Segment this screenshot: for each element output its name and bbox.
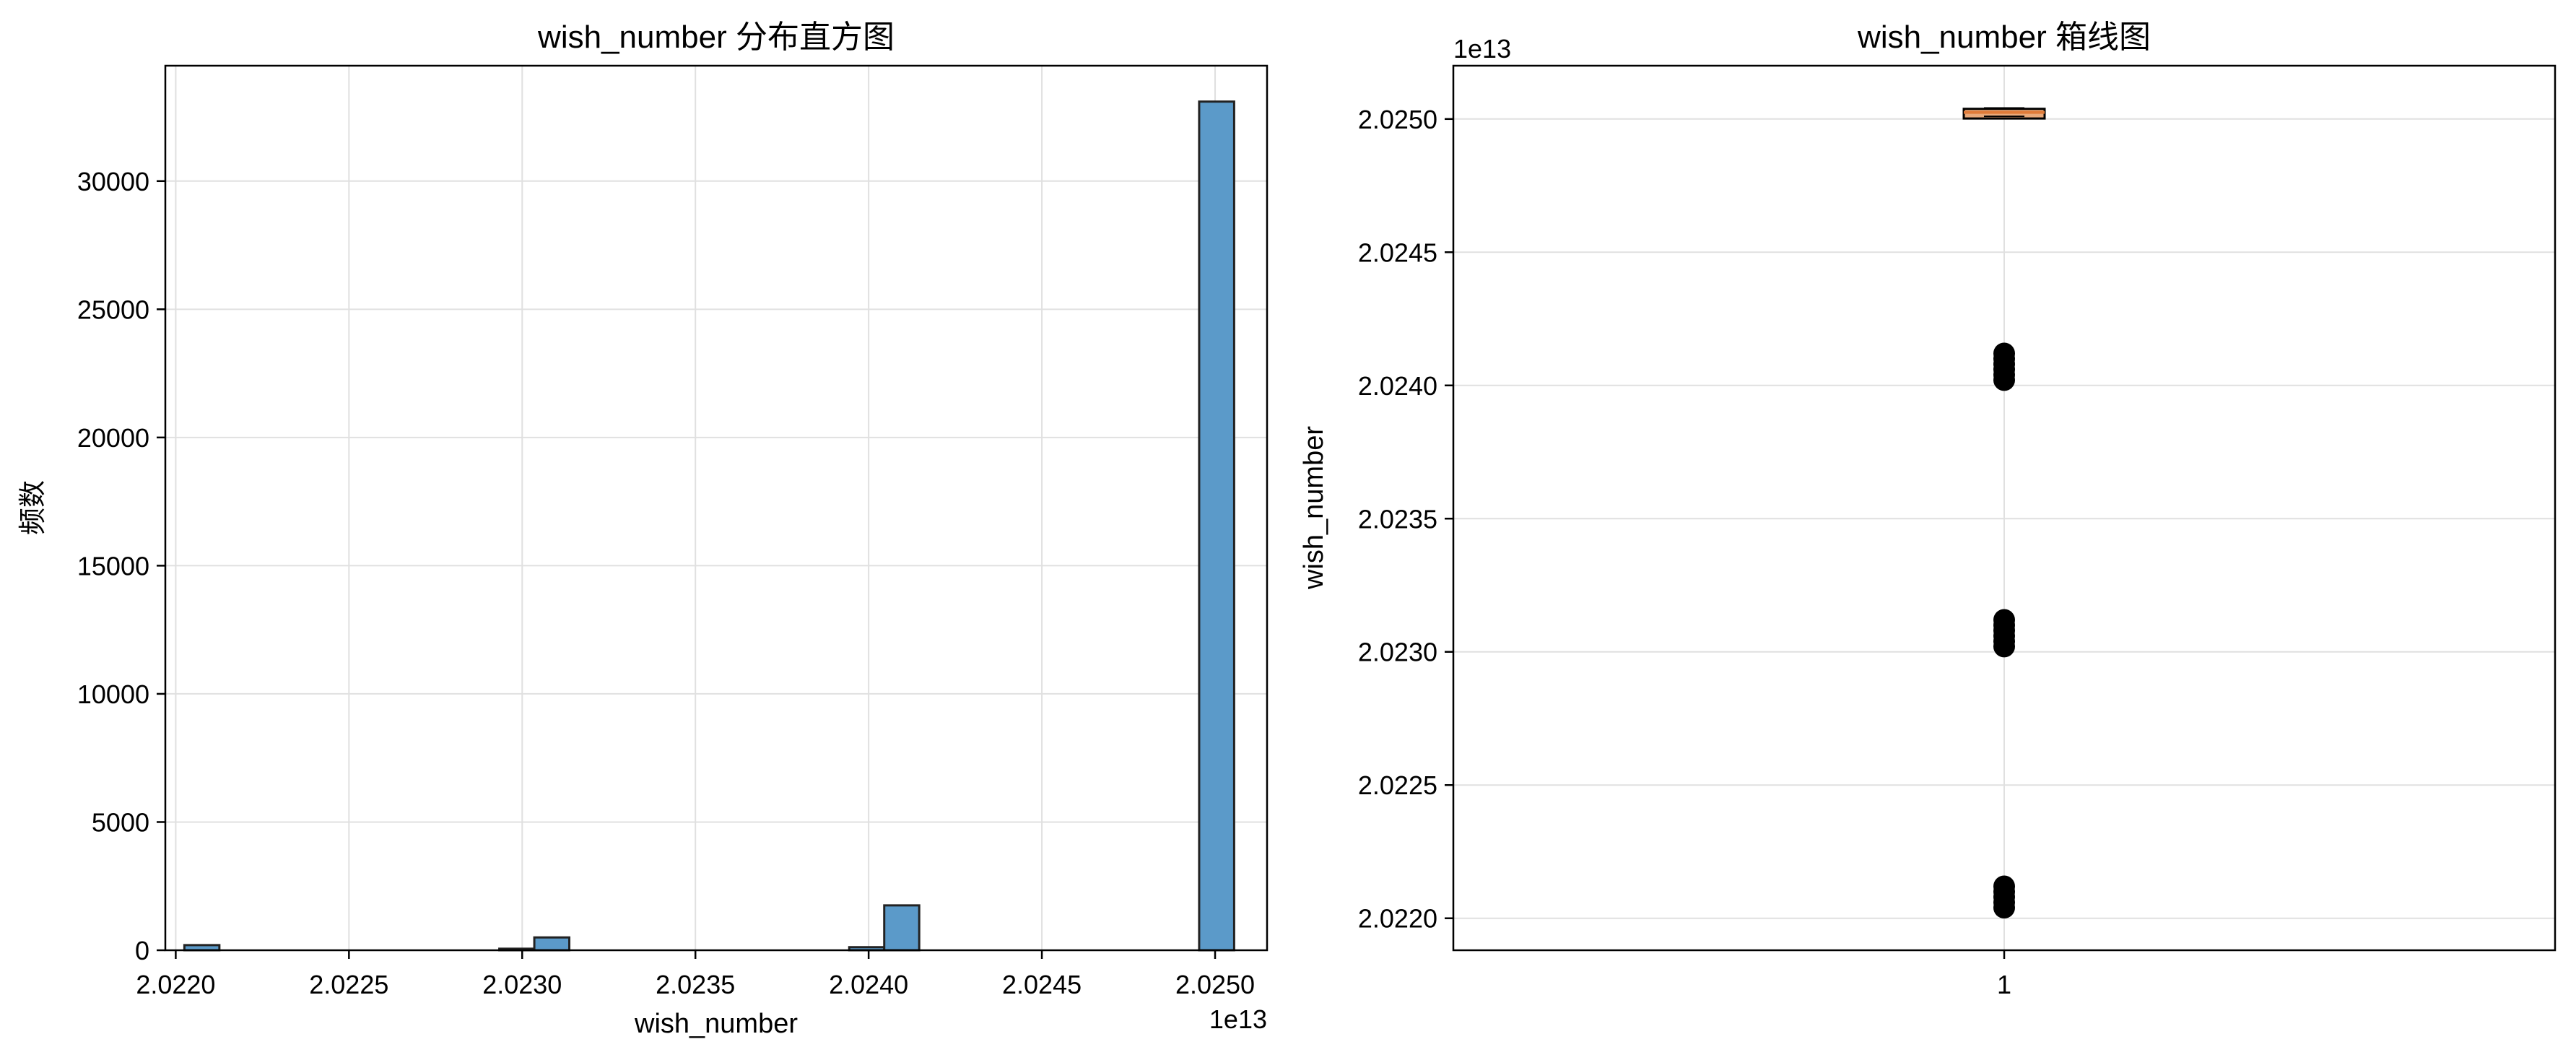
histogram-bar xyxy=(1198,100,1235,952)
histogram-y-tick-label: 25000 xyxy=(77,295,149,324)
histogram-y-tick-label: 10000 xyxy=(77,679,149,709)
histogram-x-tick-label: 2.0245 xyxy=(1002,970,1082,999)
boxplot-y-tick-label: 2.0245 xyxy=(1358,238,1437,267)
histogram-x-tick-label: 2.0225 xyxy=(309,970,388,999)
boxplot-outliers xyxy=(1993,342,2015,918)
boxplot-y-tick-label: 2.0250 xyxy=(1358,105,1437,134)
histogram-x-offset-label: 1e13 xyxy=(1209,1004,1267,1034)
histogram-y-tick-label: 15000 xyxy=(77,551,149,581)
boxplot-y-ticks: 2.0220 2.0225 2.0230 2.0235 2.0240 2.0245 2.02… xyxy=(1358,105,1453,934)
histogram-x-tick-label: 2.0220 xyxy=(136,970,215,999)
boxplot-y-tick-label: 2.0230 xyxy=(1358,638,1437,667)
histogram-y-tick-label: 0 xyxy=(135,936,149,965)
histogram-y-tick-label: 5000 xyxy=(92,807,149,837)
histogram-bar xyxy=(883,904,921,952)
boxplot-y-tick-label: 2.0240 xyxy=(1358,371,1437,401)
boxplot-outlier-point xyxy=(1993,342,2015,365)
histogram-title: wish_number 分布直方图 xyxy=(537,19,895,55)
boxplot-y-label: wish_number xyxy=(1299,426,1329,590)
boxplot-x-ticks: 1 xyxy=(1997,950,2011,999)
histogram-grid xyxy=(165,66,1267,951)
histogram-axes-frame xyxy=(164,64,1269,952)
histogram-y-label: 频数 xyxy=(18,480,48,535)
boxplot-y-offset-label: 1e13 xyxy=(1453,34,1511,64)
histogram-x-tick-label: 2.0235 xyxy=(656,970,735,999)
boxplot-panel: wish_number 箱线图 2.0220 2.0225 2.0230 2.0235… xyxy=(1299,19,2557,999)
boxplot-box xyxy=(1962,107,2046,120)
boxplot-outlier-point xyxy=(1993,609,2015,631)
histogram-y-tick-label: 20000 xyxy=(77,423,149,453)
boxplot-title: wish_number 箱线图 xyxy=(1857,19,2151,55)
histogram-y-tick-label: 30000 xyxy=(77,167,149,196)
histogram-x-tick-label: 2.0240 xyxy=(829,970,908,999)
histogram-bar xyxy=(533,936,571,952)
boxplot-grid xyxy=(1453,66,2555,950)
histogram-x-ticks: 2.0220 2.0225 2.0230 2.0235 2.0240 2.0245 2.02… xyxy=(136,950,1255,999)
boxplot-outlier-point xyxy=(1993,875,2015,898)
boxplot-y-tick-label: 2.0225 xyxy=(1358,770,1437,800)
histogram-bars xyxy=(183,100,1235,952)
histogram-x-tick-label: 2.0230 xyxy=(482,970,562,999)
histogram-x-tick-label: 2.0250 xyxy=(1175,970,1255,999)
histogram-x-label: wish_number xyxy=(634,1009,798,1039)
boxplot-x-tick-label: 1 xyxy=(1997,970,2011,999)
boxplot-y-tick-label: 2.0220 xyxy=(1358,904,1437,934)
histogram-y-ticks: 0 5000 10000 15000 20000 25000 30000 xyxy=(77,167,165,965)
boxplot-y-tick-label: 2.0235 xyxy=(1358,504,1437,534)
histogram-panel: wish_number 分布直方图 2.0220 2.0225 2.0230 2.02… xyxy=(18,19,1269,1039)
